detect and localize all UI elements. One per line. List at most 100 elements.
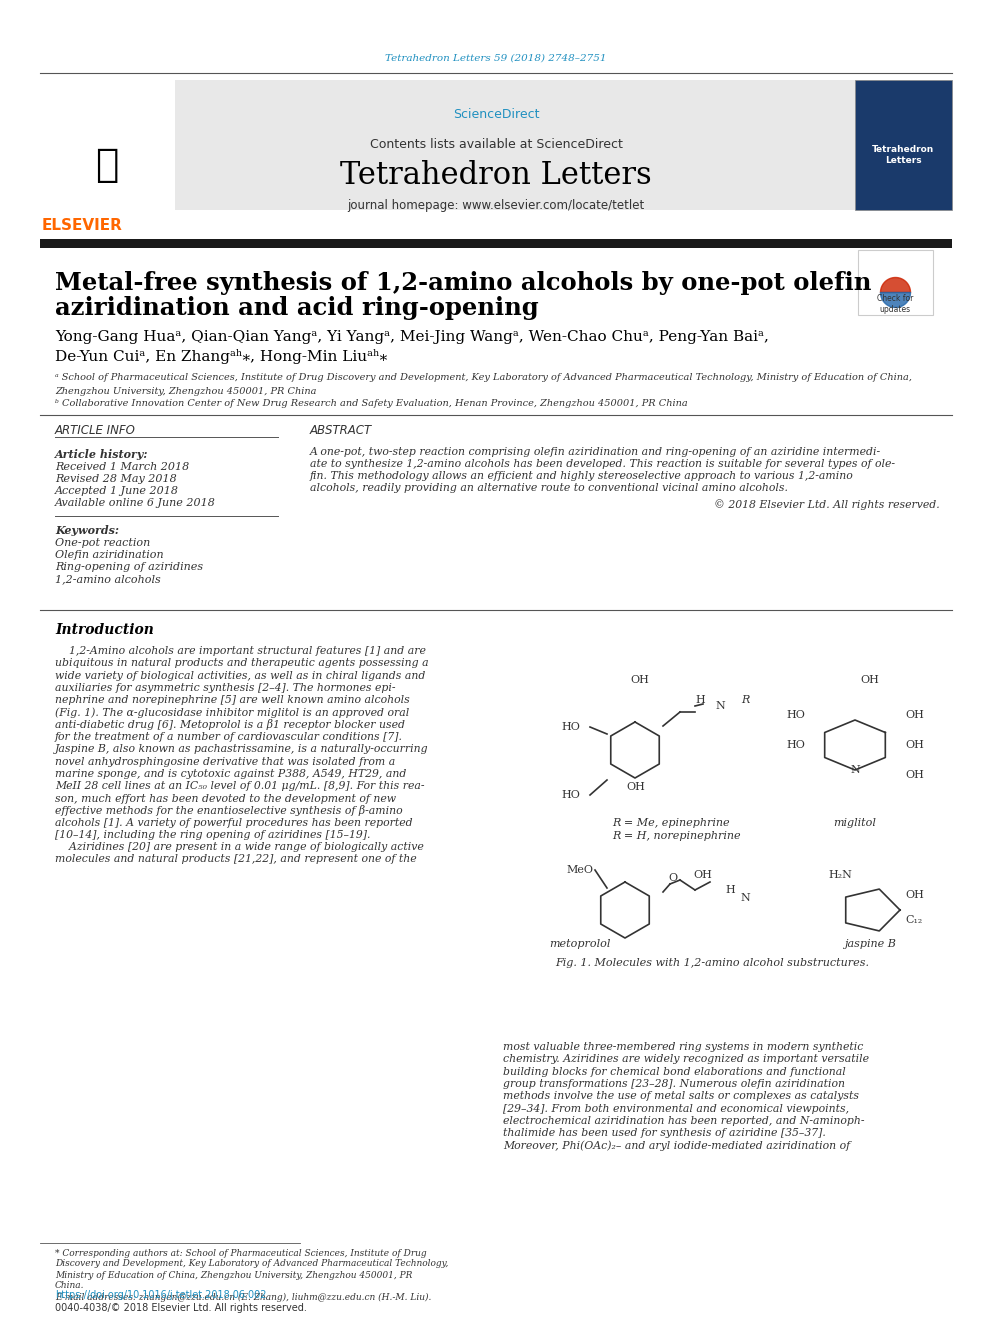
- Text: OH: OH: [905, 740, 924, 750]
- Text: OH: OH: [861, 675, 880, 685]
- Text: Ministry of Education of China, Zhengzhou University, Zhengzhou 450001, PR: Ministry of Education of China, Zhengzho…: [55, 1270, 413, 1279]
- Bar: [858, 250, 933, 315]
- Text: HO: HO: [561, 790, 580, 800]
- Bar: [40, 79, 175, 210]
- Bar: [855, 79, 952, 210]
- Text: Aziridines [20] are present in a wide range of biologically active: Aziridines [20] are present in a wide ra…: [55, 841, 424, 852]
- Text: * Corresponding authors at: School of Pharmaceutical Sciences, Institute of Drug: * Corresponding authors at: School of Ph…: [55, 1249, 427, 1257]
- Text: E-mail addresses: zhangen@zzu.edu.cn (E. Zhang), liuhm@zzu.edu.cn (H.-M. Liu).: E-mail addresses: zhangen@zzu.edu.cn (E.…: [55, 1293, 432, 1302]
- Text: OH: OH: [905, 770, 924, 781]
- Text: R: R: [741, 695, 749, 705]
- Text: for the treatment of a number of cardiovascular conditions [7].: for the treatment of a number of cardiov…: [55, 732, 403, 742]
- Text: Contents lists available at ScienceDirect: Contents lists available at ScienceDirec…: [370, 139, 622, 152]
- Text: molecules and natural products [21,22], and represent one of the: molecules and natural products [21,22], …: [55, 855, 417, 864]
- Text: O: O: [669, 873, 678, 882]
- Text: group transformations [23–28]. Numerous olefin aziridination: group transformations [23–28]. Numerous …: [503, 1078, 845, 1089]
- Text: ARTICLE INFO: ARTICLE INFO: [55, 423, 136, 437]
- Text: C₁₂: C₁₂: [905, 916, 923, 925]
- Text: [10–14], including the ring opening of aziridines [15–19].: [10–14], including the ring opening of a…: [55, 831, 370, 840]
- Text: Tetrahedron Letters: Tetrahedron Letters: [340, 160, 652, 191]
- Text: R = H, norepinephrine: R = H, norepinephrine: [612, 831, 741, 841]
- Text: ᵃ School of Pharmaceutical Sciences, Institute of Drug Discovery and Development: ᵃ School of Pharmaceutical Sciences, Ins…: [55, 373, 912, 382]
- Text: OH: OH: [905, 890, 924, 900]
- Text: ubiquitous in natural products and therapeutic agents possessing a: ubiquitous in natural products and thera…: [55, 659, 429, 668]
- Text: [29–34]. From both environmental and economical viewpoints,: [29–34]. From both environmental and eco…: [503, 1103, 849, 1114]
- Text: MeO: MeO: [566, 865, 593, 875]
- Text: Metal-free synthesis of 1,2-amino alcohols by one-pot olefin: Metal-free synthesis of 1,2-amino alcoho…: [55, 271, 871, 295]
- Text: miglitol: miglitol: [833, 818, 877, 828]
- Text: auxiliaries for asymmetric synthesis [2–4]. The hormones epi-: auxiliaries for asymmetric synthesis [2–…: [55, 683, 396, 693]
- Text: marine sponge, and is cytotoxic against P388, A549, HT29, and: marine sponge, and is cytotoxic against …: [55, 769, 407, 779]
- Text: © 2018 Elsevier Ltd. All rights reserved.: © 2018 Elsevier Ltd. All rights reserved…: [714, 500, 940, 511]
- Text: wide variety of biological activities, as well as in chiral ligands and: wide variety of biological activities, a…: [55, 671, 426, 680]
- Text: Yong-Gang Huaᵃ, Qian-Qian Yangᵃ, Yi Yangᵃ, Mei-Jing Wangᵃ, Wen-Chao Chuᵃ, Peng-Y: Yong-Gang Huaᵃ, Qian-Qian Yangᵃ, Yi Yang…: [55, 329, 769, 344]
- Text: Available online 6 June 2018: Available online 6 June 2018: [55, 497, 216, 508]
- Text: thalimide has been used for synthesis of aziridine [35–37].: thalimide has been used for synthesis of…: [503, 1129, 826, 1138]
- Text: MeII 28 cell lines at an IC₅₀ level of 0.01 μg/mL. [8,9]. For this rea-: MeII 28 cell lines at an IC₅₀ level of 0…: [55, 782, 425, 791]
- Text: effective methods for the enantioselective synthesis of β-amino: effective methods for the enantioselecti…: [55, 806, 403, 816]
- Text: ᵇ Collaborative Innovation Center of New Drug Research and Safety Evaluation, He: ᵇ Collaborative Innovation Center of New…: [55, 398, 687, 407]
- Text: Fig. 1. Molecules with 1,2-amino alcohol substructures.: Fig. 1. Molecules with 1,2-amino alcohol…: [555, 958, 869, 968]
- Text: 1,2-Amino alcohols are important structural features [1] and are: 1,2-Amino alcohols are important structu…: [55, 646, 426, 656]
- Text: Article history:: Article history:: [55, 448, 149, 459]
- Text: H: H: [695, 695, 705, 705]
- Text: Revised 28 May 2018: Revised 28 May 2018: [55, 474, 177, 484]
- Text: Check for
updates: Check for updates: [877, 294, 914, 314]
- Text: son, much effort has been devoted to the development of new: son, much effort has been devoted to the…: [55, 794, 396, 803]
- Text: jaspine B: jaspine B: [844, 939, 896, 949]
- Text: anti-diabetic drug [6]. Metoprolol is a β1 receptor blocker used: anti-diabetic drug [6]. Metoprolol is a …: [55, 720, 405, 730]
- Text: Discovery and Development, Key Laboratory of Advanced Pharmaceutical Technology,: Discovery and Development, Key Laborator…: [55, 1259, 448, 1269]
- Text: building blocks for chemical bond elaborations and functional: building blocks for chemical bond elabor…: [503, 1066, 846, 1077]
- Text: OH: OH: [693, 871, 712, 880]
- Text: N: N: [740, 893, 750, 904]
- Text: (Fig. 1). The α-glucosidase inhibitor miglitol is an approved oral: (Fig. 1). The α-glucosidase inhibitor mi…: [55, 708, 410, 718]
- Text: N: N: [850, 765, 860, 775]
- Text: alcohols [1]. A variety of powerful procedures has been reported: alcohols [1]. A variety of powerful proc…: [55, 818, 413, 828]
- Bar: [40, 239, 952, 247]
- Text: methods involve the use of metal salts or complexes as catalysts: methods involve the use of metal salts o…: [503, 1091, 859, 1101]
- Text: Zhengzhou University, Zhengzhou 450001, PR China: Zhengzhou University, Zhengzhou 450001, …: [55, 386, 316, 396]
- Text: OH: OH: [905, 710, 924, 720]
- Text: R = Me, epinephrine: R = Me, epinephrine: [612, 818, 730, 828]
- Text: Tetrahedron
Letters: Tetrahedron Letters: [872, 146, 934, 164]
- Text: H₂N: H₂N: [828, 871, 852, 880]
- Text: A one-pot, two-step reaction comprising olefin aziridination and ring-opening of: A one-pot, two-step reaction comprising …: [310, 447, 881, 456]
- Text: 1,2-amino alcohols: 1,2-amino alcohols: [55, 574, 161, 583]
- Text: electrochemical aziridination has been reported, and N-aminoph-: electrochemical aziridination has been r…: [503, 1115, 864, 1126]
- Text: novel anhydrosphingosine derivative that was isolated from a: novel anhydrosphingosine derivative that…: [55, 757, 395, 767]
- Text: aziridination and acid ring-opening: aziridination and acid ring-opening: [55, 296, 539, 320]
- Bar: [500, 720, 945, 919]
- Text: nephrine and norepinephrine [5] are well known amino alcohols: nephrine and norepinephrine [5] are well…: [55, 695, 410, 705]
- Text: alcohols, readily providing an alternative route to conventional vicinal amino a: alcohols, readily providing an alternati…: [310, 483, 788, 493]
- Text: most valuable three-membered ring systems in modern synthetic: most valuable three-membered ring system…: [503, 1043, 863, 1052]
- Text: China.: China.: [55, 1282, 84, 1290]
- Text: 0040-4038/© 2018 Elsevier Ltd. All rights reserved.: 0040-4038/© 2018 Elsevier Ltd. All right…: [55, 1303, 307, 1312]
- Text: journal homepage: www.elsevier.com/locate/tetlet: journal homepage: www.elsevier.com/locat…: [347, 198, 645, 212]
- Text: ABSTRACT: ABSTRACT: [310, 423, 372, 437]
- Text: ELSEVIER: ELSEVIER: [42, 217, 122, 233]
- Bar: [40, 79, 910, 210]
- Text: Tetrahedron Letters 59 (2018) 2748–2751: Tetrahedron Letters 59 (2018) 2748–2751: [385, 53, 607, 62]
- Text: Accepted 1 June 2018: Accepted 1 June 2018: [55, 486, 179, 496]
- Text: Received 1 March 2018: Received 1 March 2018: [55, 462, 189, 472]
- Text: Olefin aziridination: Olefin aziridination: [55, 550, 164, 560]
- Text: ScienceDirect: ScienceDirect: [452, 108, 540, 122]
- Text: One-pot reaction: One-pot reaction: [55, 538, 150, 548]
- Text: HO: HO: [786, 740, 805, 750]
- Text: Moreover, Phi(OAc)₂– and aryl iodide-mediated aziridination of: Moreover, Phi(OAc)₂– and aryl iodide-med…: [503, 1140, 850, 1151]
- Text: HO: HO: [561, 722, 580, 732]
- Text: https://doi.org/10.1016/j.tetlet.2018.06.002: https://doi.org/10.1016/j.tetlet.2018.06…: [55, 1290, 267, 1301]
- Text: Ring-opening of aziridines: Ring-opening of aziridines: [55, 562, 203, 572]
- Text: OH: OH: [631, 675, 650, 685]
- Text: Keywords:: Keywords:: [55, 524, 119, 536]
- Text: OH: OH: [627, 782, 646, 792]
- Text: fin. This methodology allows an efficient and highly stereoselective approach to: fin. This methodology allows an efficien…: [310, 471, 854, 482]
- Text: chemistry. Aziridines are widely recognized as important versatile: chemistry. Aziridines are widely recogni…: [503, 1054, 869, 1064]
- Text: Introduction: Introduction: [55, 623, 154, 636]
- Circle shape: [875, 273, 915, 312]
- Text: H: H: [725, 885, 735, 894]
- Text: HO: HO: [786, 710, 805, 720]
- Text: De-Yun Cuiᵃ, En Zhangᵃʰ⁎, Hong-Min Liuᵃʰ⁎: De-Yun Cuiᵃ, En Zhangᵃʰ⁎, Hong-Min Liuᵃʰ…: [55, 348, 387, 364]
- Text: N: N: [715, 701, 725, 710]
- Text: metoprolol: metoprolol: [550, 939, 611, 949]
